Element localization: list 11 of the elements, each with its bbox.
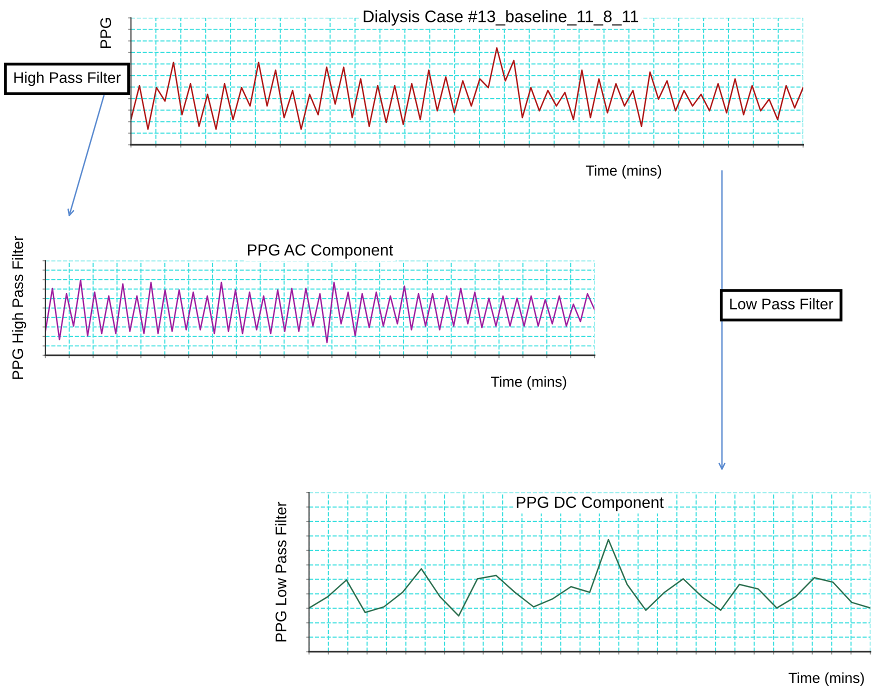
y-axis-title: PPG High Pass Filter [12, 236, 26, 379]
x-axis-title: Time (mins) [586, 165, 662, 179]
x-axis-title: Time (mins) [788, 672, 864, 686]
text: High Pass Filter [14, 72, 121, 86]
y-axis-title: PPG [100, 18, 112, 48]
chart-title: PPG AC Component [248, 244, 394, 259]
text: Low Pass Filter [730, 298, 834, 310]
x-axis-title: Time (mins) [490, 376, 566, 390]
chart-title: PPG DC Component [516, 496, 664, 512]
chart-title: Dialysis Case #13_baseline_11_8_11 [364, 10, 638, 26]
y-axis-title: PPG Low Pass Filter [275, 502, 286, 642]
